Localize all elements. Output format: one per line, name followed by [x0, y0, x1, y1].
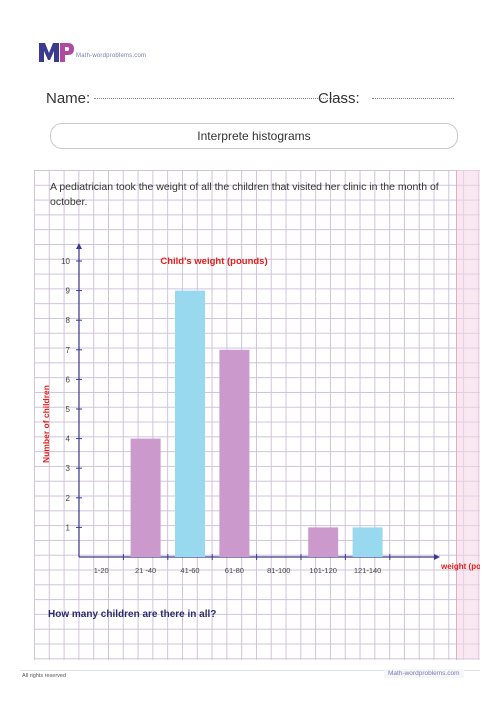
- name-field[interactable]: [94, 98, 346, 99]
- y-tick-label: 9: [66, 287, 71, 296]
- bar-61-80: [219, 349, 250, 557]
- y-tick-label: 10: [61, 257, 70, 266]
- footer-divider: [20, 670, 480, 671]
- worksheet-title: Interprete histograms: [50, 123, 458, 149]
- brand-site: Math-wordproblems.com: [76, 53, 147, 59]
- y-tick-label: 7: [66, 346, 71, 355]
- background-grid: [34, 170, 480, 660]
- y-tick-label: 5: [66, 405, 71, 414]
- class-label: Class:: [318, 90, 360, 107]
- chart-title: Child's weight (pounds): [160, 256, 267, 267]
- margin-band: [457, 170, 480, 660]
- y-axis-arrow-icon: [76, 243, 82, 249]
- x-tick-label: 61-80: [225, 566, 244, 575]
- x-tick-label: 21 -40: [135, 566, 156, 575]
- y-axis-label: Number of children: [41, 385, 51, 463]
- bar-21-40: [130, 438, 161, 557]
- x-tick-label: 81-100: [267, 566, 290, 575]
- chart-labels: 1 2 3 4 5 6 7 8 9 10 1-20 21 -40 41-60 61-80 81-100 101…: [41, 256, 480, 575]
- x-axis-label: weight (pounds): [440, 562, 480, 571]
- footer-site: Math-wordproblems.com: [384, 669, 464, 678]
- x-axis-arrow-icon: [434, 554, 440, 560]
- y-tick-label: 3: [66, 464, 71, 473]
- margin-line: [456, 170, 457, 660]
- class-field[interactable]: [372, 98, 454, 99]
- y-tick-label: 2: [66, 494, 71, 503]
- worksheet-prompt: A pediatrician took the weight of all th…: [50, 181, 439, 208]
- bar-121-140: [352, 527, 383, 557]
- mp-logo-icon: [39, 43, 74, 62]
- bar-41-60: [175, 290, 205, 557]
- y-tick-label: 6: [66, 375, 71, 384]
- name-class-row: Name: Class:: [46, 90, 466, 110]
- x-tick-label: 1-20: [94, 566, 109, 575]
- name-label: Name:: [46, 90, 91, 107]
- brand-logo: Math-wordproblems.com: [38, 40, 158, 66]
- histogram-chart: 1 2 3 4 5 6 7 8 9 10 1-20 21 -40 41-60 61-80 81-100 101…: [41, 243, 480, 575]
- x-tick-label: 121-140: [354, 566, 382, 575]
- bar-101-120: [308, 527, 339, 557]
- y-tick-label: 4: [66, 435, 71, 444]
- worksheet-question: How many children are there in all?: [48, 609, 217, 620]
- chart-bars: [130, 290, 383, 557]
- x-tick-label: 101-120: [309, 566, 337, 575]
- footer-rights: All rights reserved: [22, 673, 67, 679]
- x-tick-label: 41-60: [180, 566, 199, 575]
- y-tick-label: 8: [66, 316, 71, 325]
- y-tick-label: 1: [66, 523, 71, 532]
